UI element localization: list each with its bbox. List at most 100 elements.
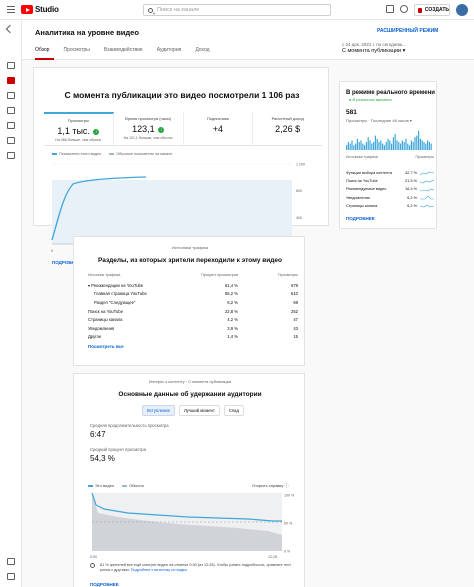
metric-watch-time[interactable]: Время просмотра (часы) 123,1 ↑ На 121,1 …	[114, 112, 184, 145]
realtime-more-link[interactable]: ПОДРОБНЕЕ	[346, 216, 375, 221]
top-bar: Studio Поиск на канале СОЗДАТЬ	[0, 0, 474, 20]
messages-icon[interactable]	[386, 5, 394, 13]
realtime-views-value: 581	[346, 109, 357, 116]
metric-revenue[interactable]: Расчетный доход 2,26 $	[253, 112, 322, 145]
y-tick-label: 0 %	[284, 550, 291, 554]
note-link[interactable]: Подробнее статистику по видео	[130, 568, 188, 572]
realtime-bar	[358, 142, 360, 150]
tab-audience[interactable]: Аудитория	[156, 47, 182, 53]
realtime-bar	[421, 140, 423, 150]
sources-see-all-link[interactable]: Посмотреть все	[88, 344, 124, 349]
realtime-bar	[401, 140, 403, 150]
row-value: 21,5 %	[405, 179, 417, 184]
realtime-col-views: Просмотры	[415, 155, 435, 159]
realtime-col-source: Источники трафика	[346, 155, 378, 159]
tab-views[interactable]: Просмотры	[63, 47, 90, 53]
comments-icon[interactable]	[7, 107, 15, 114]
search-icon	[148, 7, 153, 13]
retention-title: Основные данные об удержании аудитории	[118, 391, 262, 398]
date-range-select[interactable]: С момента публикации ▾	[342, 48, 405, 54]
realtime-bar	[398, 142, 400, 150]
source-name: Поиск на YouTube	[88, 308, 124, 314]
back-arrow-icon[interactable]	[5, 24, 15, 34]
chip-top-moment[interactable]: Лучший момент	[178, 405, 220, 416]
realtime-bar	[389, 140, 391, 150]
camera-icon	[418, 7, 422, 13]
realtime-bar	[407, 143, 409, 150]
legend-this-video: Показатели этого видео	[52, 152, 101, 156]
realtime-views-label[interactable]: Просмотры · Последние 48 часов ▾	[346, 118, 412, 123]
this-video-line	[51, 176, 147, 241]
menu-icon[interactable]	[7, 6, 15, 15]
studio-logo[interactable]: Studio	[21, 5, 59, 14]
row-value: 16,4 %	[405, 187, 417, 192]
realtime-bar	[418, 130, 420, 150]
sparkline	[420, 188, 434, 192]
realtime-bar	[362, 143, 364, 150]
details-pencil-icon[interactable]	[7, 62, 15, 69]
avg-percent-label: Средний процент просмотра	[90, 447, 146, 452]
create-button[interactable]: СОЗДАТЬ	[414, 4, 450, 16]
metric-subscribers[interactable]: Подписчики +4	[184, 112, 254, 145]
source-pct: 3,9 %	[227, 325, 238, 331]
source-pct: 6,2 %	[227, 299, 238, 305]
realtime-bar	[378, 142, 380, 150]
avg-duration-value: 6:47	[90, 430, 106, 439]
realtime-bar	[385, 142, 387, 150]
search-placeholder: Поиск на канале	[157, 7, 200, 13]
typical-area	[92, 495, 282, 551]
chip-intro[interactable]: Вступление	[142, 405, 175, 416]
list-item: Уведомления 6,2 %	[346, 194, 434, 202]
metric-views[interactable]: Просмотры 1,1 тыс. ↑ На 486 больше, чем …	[44, 112, 114, 145]
realtime-bar	[428, 142, 430, 150]
feedback-icon[interactable]	[7, 573, 15, 580]
earn-icon[interactable]	[7, 152, 15, 159]
realtime-bar	[387, 138, 389, 150]
help-link[interactable]: Открыть справку ⓘ	[252, 483, 288, 489]
source-pct: 22,8 %	[224, 308, 238, 314]
tab-overview[interactable]: Обзор	[35, 47, 55, 60]
source-pct: 1,4 %	[227, 334, 238, 340]
advanced-mode-button[interactable]: РАСШИРЕННЫЙ РЕЖИМ	[377, 28, 439, 34]
table-row: Другое 1,4 % 15	[88, 333, 298, 342]
retention-legend: Это видео Обычно	[88, 483, 144, 488]
metric-tabs: Просмотры 1,1 тыс. ↑ На 486 больше, чем …	[44, 112, 322, 146]
realtime-bar	[414, 137, 416, 150]
realtime-bar	[355, 143, 357, 150]
sparkline	[420, 195, 434, 200]
help-icon[interactable]	[400, 5, 408, 13]
avatar[interactable]	[456, 4, 468, 16]
copyright-icon[interactable]	[7, 137, 15, 144]
tab-engagement[interactable]: Взаимодействие	[103, 47, 143, 53]
subtitles-icon[interactable]	[7, 122, 15, 129]
tab-revenue[interactable]: Доход	[195, 47, 210, 53]
realtime-bar	[383, 145, 385, 150]
row-value: 42,7 %	[405, 171, 417, 176]
metric-label: Время просмотра (часы)	[125, 116, 172, 121]
editor-icon[interactable]	[7, 92, 15, 99]
source-name[interactable]: ▾ Рекомендации на YouTube	[88, 283, 198, 288]
left-rail	[0, 20, 22, 587]
source-views: 47	[293, 317, 298, 323]
y-tick-label: 800	[296, 189, 302, 193]
realtime-bar	[396, 140, 398, 150]
sources-col-views: Просмотры	[277, 273, 298, 277]
realtime-table-header: Источники трафика Просмотры	[346, 155, 434, 159]
row-name: Поиск на YouTube	[346, 179, 378, 184]
chip-dips[interactable]: Спад	[223, 405, 244, 416]
settings-gear-icon[interactable]	[7, 558, 15, 565]
chevron-down-icon: ▾	[402, 48, 406, 54]
analytics-icon[interactable]	[7, 77, 15, 84]
y-tick-label: 50 %	[284, 522, 293, 526]
retention-more-link[interactable]: ПОДРОБНЕЕ	[90, 582, 119, 587]
realtime-bar	[391, 143, 393, 150]
search-input[interactable]: Поиск на канале	[143, 4, 331, 16]
sparkline	[420, 179, 434, 184]
analytics-header: Аналитика на уровне видео РАСШИРЕННЫЙ РЕ…	[22, 20, 474, 60]
table-row: Уведомления 3,9 % 43	[88, 324, 298, 333]
table-row: Раздел "Следующее" 6,2 % 69	[88, 298, 298, 307]
up-arrow-icon: ↑	[158, 126, 165, 133]
avg-duration-label: Средняя продолжительность просмотра	[90, 423, 169, 428]
overview-more-link[interactable]: ПОДРОБНЕЕ	[52, 260, 81, 265]
realtime-views-caption: Просмотры · Последние 48 часов	[346, 118, 409, 123]
